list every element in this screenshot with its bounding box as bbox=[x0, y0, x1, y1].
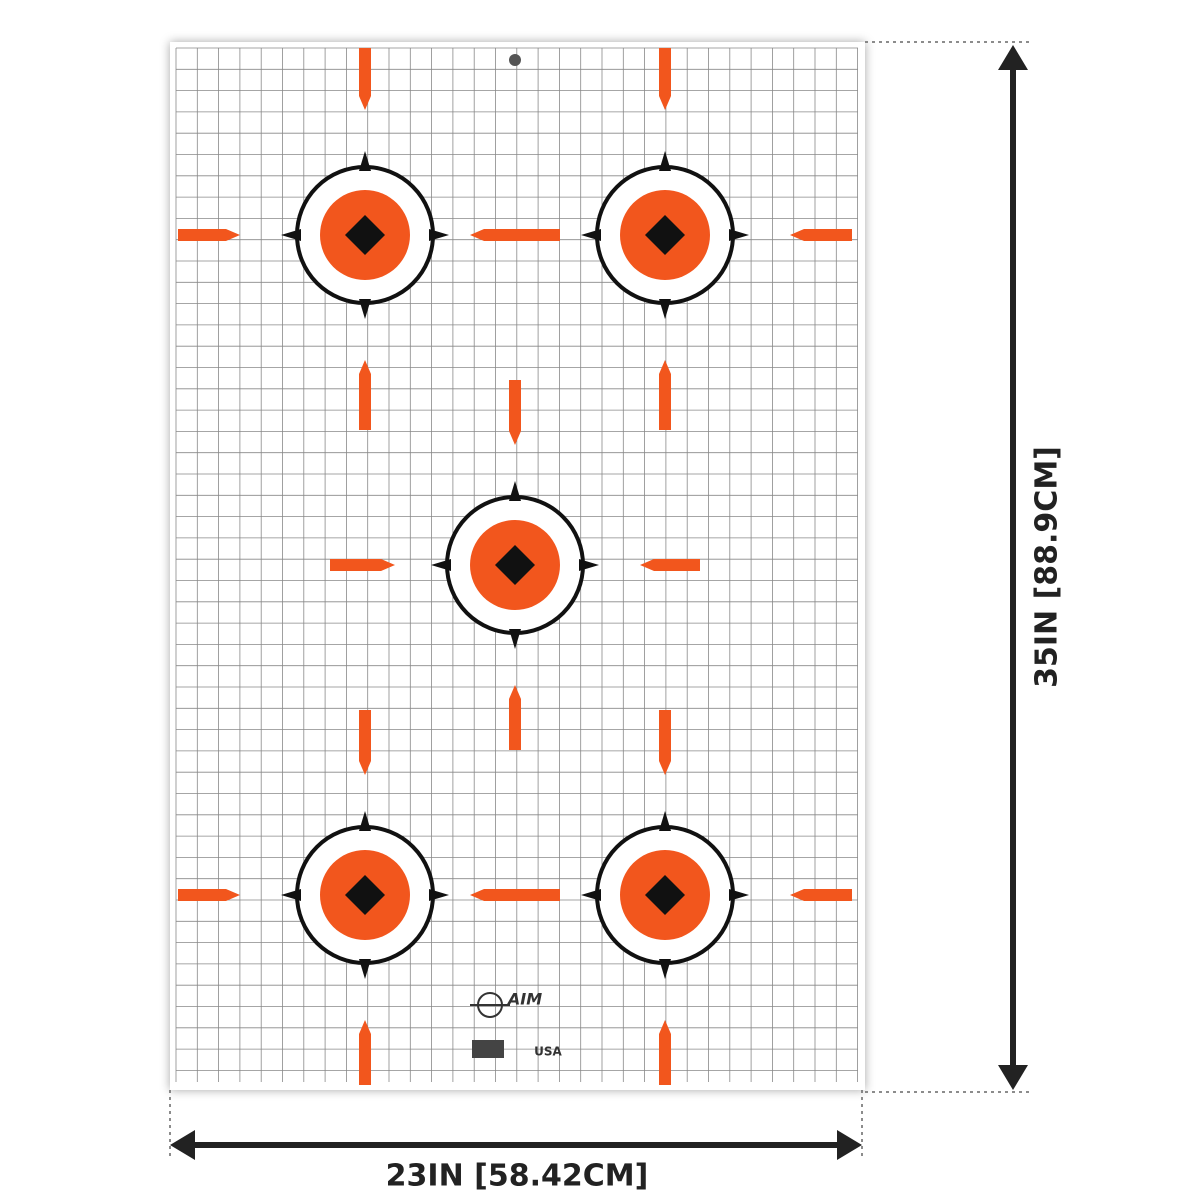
target-spike bbox=[281, 889, 301, 901]
target-spike bbox=[509, 629, 521, 649]
orange-dash bbox=[359, 1020, 371, 1085]
barcode bbox=[472, 1040, 504, 1058]
orange-dash bbox=[659, 1020, 671, 1085]
target-spike bbox=[359, 151, 371, 171]
orange-dash bbox=[659, 48, 671, 110]
target-spike bbox=[729, 889, 749, 901]
height-arrow bbox=[998, 45, 1028, 1090]
extension-lines bbox=[169, 41, 1030, 1160]
target-spike bbox=[659, 299, 671, 319]
orange-dash bbox=[178, 229, 240, 241]
orange-dash bbox=[640, 559, 700, 571]
target-diamond bbox=[645, 875, 685, 915]
logo-origin: USA bbox=[534, 1045, 562, 1059]
orange-dash bbox=[178, 889, 240, 901]
target-diamond bbox=[645, 215, 685, 255]
target-diamond bbox=[495, 545, 535, 585]
target-spike bbox=[359, 811, 371, 831]
target-spike bbox=[659, 151, 671, 171]
target-spike bbox=[581, 889, 601, 901]
orange-dash bbox=[509, 685, 521, 750]
target-spike bbox=[581, 229, 601, 241]
target-spike bbox=[281, 229, 301, 241]
target-diamond bbox=[345, 215, 385, 255]
target-diamond bbox=[345, 875, 385, 915]
target-spike bbox=[729, 229, 749, 241]
orange-dash bbox=[790, 889, 852, 901]
target-marks bbox=[178, 48, 852, 1085]
logo: AIM USA bbox=[470, 990, 563, 1059]
orange-dash bbox=[659, 710, 671, 775]
orange-dash bbox=[359, 360, 371, 430]
width-label: 23IN [58.42CM] bbox=[386, 1159, 649, 1194]
orange-dash bbox=[470, 889, 560, 901]
logo-brand: AIM bbox=[506, 990, 542, 1009]
orange-dash bbox=[359, 48, 371, 110]
orange-dash bbox=[790, 229, 852, 241]
target-spike bbox=[659, 811, 671, 831]
target-spike bbox=[431, 559, 451, 571]
height-label: 35IN [88.9CM] bbox=[1030, 446, 1065, 688]
orange-dash bbox=[659, 360, 671, 430]
hang-hole bbox=[509, 54, 521, 66]
width-arrow bbox=[170, 1130, 862, 1160]
orange-dash bbox=[359, 710, 371, 775]
target-spike bbox=[509, 481, 521, 501]
target-spike bbox=[659, 959, 671, 979]
target-spike bbox=[429, 889, 449, 901]
target-spike bbox=[429, 229, 449, 241]
orange-dash bbox=[509, 380, 521, 445]
target-spike bbox=[359, 299, 371, 319]
target-spike bbox=[359, 959, 371, 979]
target-spike bbox=[579, 559, 599, 571]
orange-dash bbox=[470, 229, 560, 241]
orange-dash bbox=[330, 559, 395, 571]
